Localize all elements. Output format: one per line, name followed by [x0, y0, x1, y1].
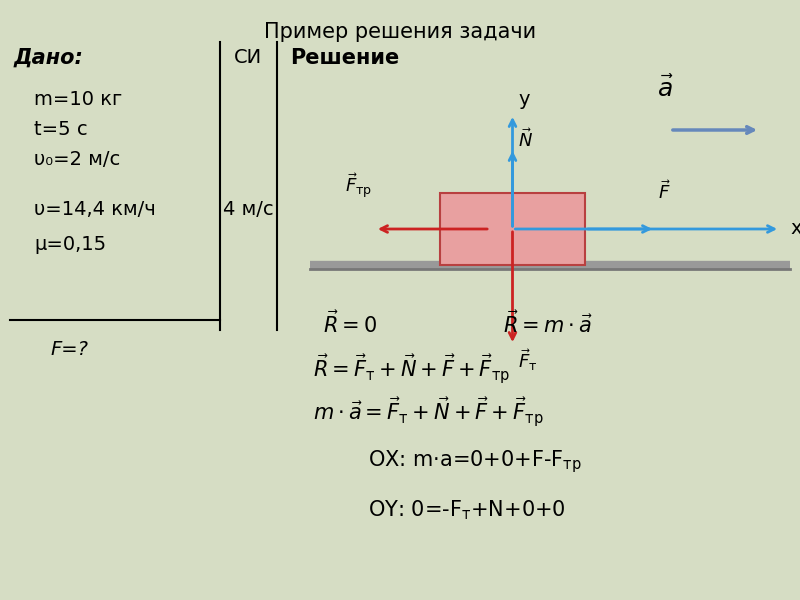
Text: μ=0,15: μ=0,15: [34, 235, 106, 254]
Text: t=5 с: t=5 с: [34, 120, 88, 139]
Text: у: у: [518, 90, 530, 109]
Text: $\vec{F}_{\mathrm{т}}$: $\vec{F}_{\mathrm{т}}$: [518, 347, 537, 373]
Text: $m \cdot \vec{a} = \vec{F}_{\mathrm{т}} + \vec{N} + \vec{F} + \vec{F}_{\mathrm{т: $m \cdot \vec{a} = \vec{F}_{\mathrm{т}} …: [313, 395, 543, 428]
Text: 4 м/с: 4 м/с: [222, 200, 274, 219]
Text: υ=14,4 км/ч: υ=14,4 км/ч: [34, 200, 156, 219]
Text: OY: 0=-F$_{\mathrm{т}}$+N+0+0: OY: 0=-F$_{\mathrm{т}}$+N+0+0: [368, 498, 566, 521]
Text: Дано:: Дано:: [14, 48, 84, 68]
Text: $\vec{R} = \vec{F}_{\mathrm{т}} + \vec{N} + \vec{F} + \vec{F}_{\mathrm{тр}}$: $\vec{R} = \vec{F}_{\mathrm{т}} + \vec{N…: [313, 352, 510, 386]
Text: Пример решения задачи: Пример решения задачи: [264, 22, 536, 42]
Text: $\vec{F}_{\mathrm{тр}}$: $\vec{F}_{\mathrm{тр}}$: [345, 172, 372, 201]
Text: υ₀=2 м/с: υ₀=2 м/с: [34, 150, 120, 169]
Text: СИ: СИ: [234, 48, 262, 67]
Text: $\vec{R} = m \cdot \vec{a}$: $\vec{R} = m \cdot \vec{a}$: [503, 310, 593, 337]
Text: $\vec{N}$: $\vec{N}$: [518, 128, 534, 151]
Text: $\vec{R} = 0$: $\vec{R} = 0$: [323, 310, 377, 337]
Text: х: х: [790, 220, 800, 238]
Text: F=?: F=?: [50, 340, 88, 359]
Text: Решение: Решение: [290, 48, 399, 68]
Bar: [440, 193, 585, 265]
Text: ОХ: m·a=0+0+F-F$_{\mathrm{тр}}$: ОХ: m·a=0+0+F-F$_{\mathrm{тр}}$: [368, 448, 582, 475]
Text: $\vec{F}$: $\vec{F}$: [658, 180, 670, 203]
Text: $\vec{a}$: $\vec{a}$: [657, 76, 674, 102]
Text: m=10 кг: m=10 кг: [34, 90, 122, 109]
